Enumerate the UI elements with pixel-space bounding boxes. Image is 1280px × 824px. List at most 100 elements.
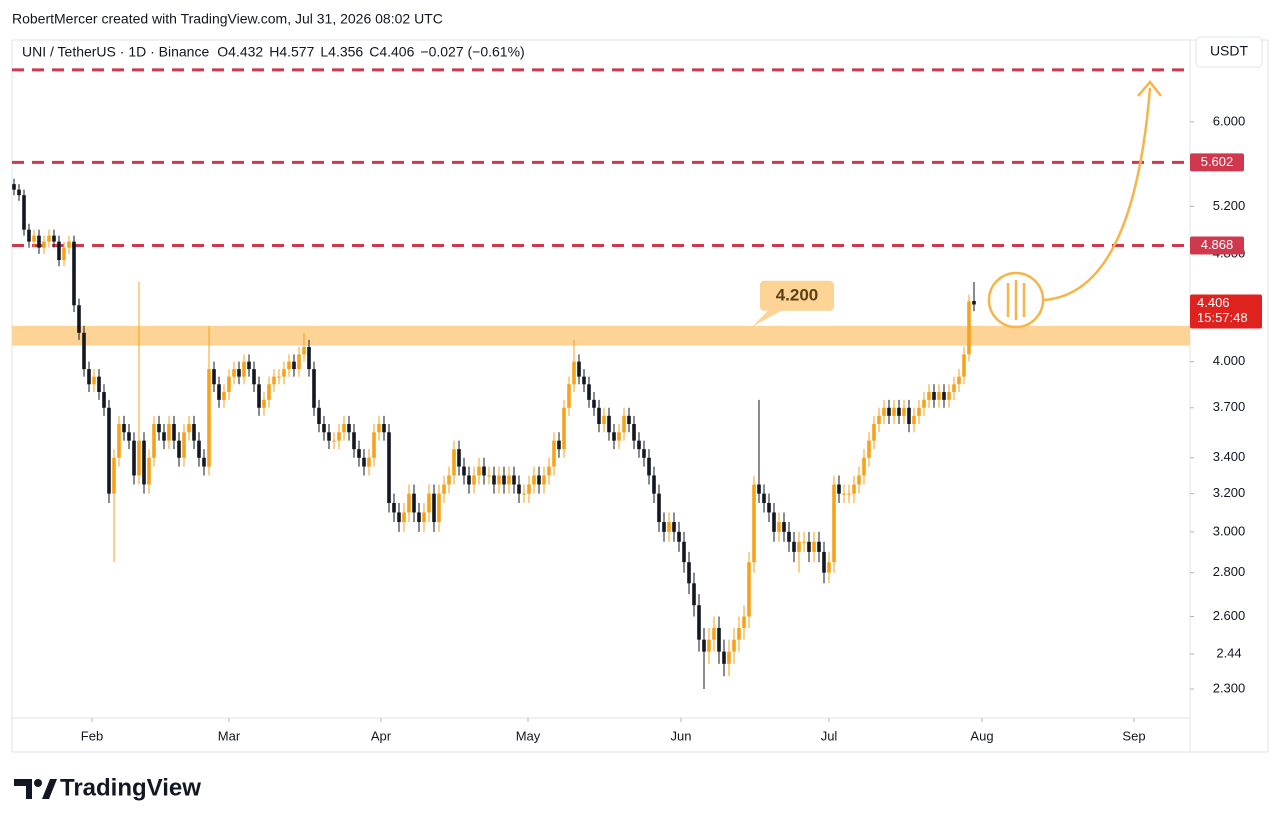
candle-body — [512, 475, 516, 485]
candle-body — [362, 457, 366, 467]
candle-body — [772, 512, 776, 532]
candle-body — [277, 376, 281, 378]
candle-body — [777, 522, 781, 532]
candle-body — [612, 432, 616, 441]
candle-body — [57, 241, 61, 261]
candle-body — [212, 369, 216, 385]
candle-body — [152, 423, 156, 458]
candle-body — [972, 300, 976, 305]
candle-body — [247, 361, 251, 370]
candle-body — [117, 423, 121, 458]
brand: TradingView — [60, 774, 201, 801]
candle-body — [882, 407, 886, 416]
candle-body — [672, 522, 676, 532]
candle-body — [797, 541, 801, 552]
x-tick-label: Mar — [218, 728, 241, 743]
candle-body — [292, 361, 296, 370]
projection-arrow — [1043, 87, 1152, 302]
candle-body — [207, 369, 211, 467]
candle-body — [657, 493, 661, 523]
candle-body — [192, 423, 196, 441]
x-tick-label: May — [516, 728, 541, 743]
candle-body — [387, 432, 391, 503]
candle-body — [37, 235, 41, 248]
candle-body — [332, 440, 336, 442]
candle-body — [582, 376, 586, 385]
candle-body — [892, 407, 896, 416]
candle-body — [957, 376, 961, 385]
candle-body — [167, 423, 171, 441]
y-tick-label: 6.000 — [1213, 113, 1246, 128]
candle-body — [697, 605, 701, 640]
candle-body — [222, 392, 226, 400]
candle-body — [677, 531, 681, 542]
candle-body — [787, 531, 791, 542]
ohlc-value: 4.432 — [228, 44, 263, 60]
candle-body — [62, 247, 66, 261]
candle-body — [907, 407, 911, 424]
candle-body — [912, 415, 916, 424]
candle-body — [722, 651, 726, 664]
candle-body — [467, 475, 471, 485]
ohlc-key: C — [369, 44, 379, 60]
candle-body — [932, 392, 936, 400]
candle-body — [67, 241, 71, 248]
candle-body — [202, 457, 206, 467]
candle-body — [412, 493, 416, 513]
last-price: 4.406 — [1197, 295, 1230, 310]
candle-body — [482, 466, 486, 476]
candle-body — [312, 369, 316, 408]
candle-body — [242, 361, 246, 377]
candle-body — [422, 512, 426, 523]
candle-body — [17, 189, 21, 196]
candle-body — [82, 332, 86, 370]
ohlc-key: L — [320, 44, 328, 60]
candle-body — [347, 423, 351, 433]
ohlc-value: 4.356 — [328, 44, 363, 60]
candle-body — [497, 475, 501, 485]
x-tick-label: Jun — [671, 728, 692, 743]
y-tick-label: 3.200 — [1213, 485, 1246, 500]
support-zone — [12, 325, 1190, 346]
candle-body — [502, 475, 506, 485]
zone-label: 4.200 — [776, 285, 819, 304]
candle-body — [262, 399, 266, 408]
logo-mark — [42, 779, 57, 799]
candle-body — [172, 423, 176, 441]
candle-body — [622, 415, 626, 433]
currency[interactable]: USDT — [1210, 43, 1249, 59]
candle-body — [42, 241, 46, 248]
candle-body — [642, 449, 646, 458]
candle-body — [557, 440, 561, 450]
level-tag — [1190, 236, 1244, 255]
candle-body — [307, 347, 311, 370]
candle-body — [87, 369, 91, 385]
candle-body — [707, 639, 711, 652]
candle-body — [227, 376, 231, 393]
candle-body — [627, 415, 631, 424]
candle-body — [567, 384, 571, 408]
arrow-head — [1137, 80, 1162, 97]
candle-body — [542, 475, 546, 485]
candle-body — [837, 484, 841, 494]
candle-body — [667, 522, 671, 532]
candle-body — [807, 541, 811, 552]
candle-body — [717, 627, 721, 652]
candle-body — [547, 466, 551, 476]
candle-body — [757, 484, 761, 494]
x-tick-label: Jul — [821, 728, 838, 743]
candle-body — [562, 407, 566, 450]
currency-button[interactable] — [1195, 36, 1263, 68]
ohlc-value: 4.577 — [279, 44, 314, 60]
x-tick-label: Sep — [1122, 728, 1145, 743]
candle-body — [732, 639, 736, 652]
frame — [11, 39, 1269, 753]
candle-body — [737, 627, 741, 640]
candle-body — [867, 440, 871, 458]
candle-body — [372, 432, 376, 458]
candle-body — [92, 376, 96, 385]
candle-body — [832, 484, 836, 563]
candle-body — [877, 415, 881, 424]
candle-body — [462, 466, 466, 476]
